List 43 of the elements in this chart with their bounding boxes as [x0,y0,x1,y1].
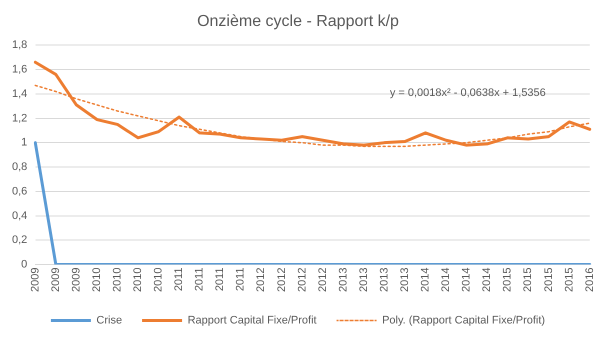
y-tick-label: 1 [21,136,28,149]
y-tick-label: 0 [21,258,28,271]
x-tick-label: 2013 [337,268,350,292]
x-tick-label: 2012 [296,268,308,292]
x-tick-label: 2012 [276,268,288,292]
annotation: y = 0,0018x² - 0,0638x + 1,5356 [390,87,546,100]
x-tick-label: 2014 [460,268,473,292]
x-tick-label: 2013 [358,268,370,292]
y-tick-label: 0,8 [12,161,28,174]
x-tick-label: 2011 [194,268,206,292]
legend-label: Crise [96,314,122,327]
y-tick-label: 1,4 [12,88,28,100]
x-tick-label: 2013 [378,268,390,292]
x-tick-label: 2010 [152,268,165,292]
y-tick-label: 0,6 [12,185,28,198]
legend-label: Rapport Capital Fixe/Profit [188,314,317,327]
x-tick-label: 2010 [90,268,103,292]
x-tick-label: 2009 [50,268,62,292]
x-tick-label: 2012 [255,268,268,292]
x-tick-label: 2010 [132,268,144,292]
x-tick-label: 2010 [111,268,124,292]
y-tick-label: 1,8 [12,39,28,52]
x-tick-label: 2016 [584,268,596,292]
y-tick-label: 0,4 [12,210,28,222]
x-tick-label: 2009 [70,268,82,292]
x-tick-label: 2015 [563,268,576,292]
x-tick-label: 2014 [420,268,432,292]
x-tick-label: 2011 [173,268,186,292]
x-tick-label: 2015 [502,268,514,292]
x-tick-label: 2009 [29,268,42,292]
x-tick-label: 2013 [398,268,411,292]
x-tick-label: 2014 [440,268,452,292]
x-tick-label: 2011 [214,268,226,292]
chart-title: Onzième cycle - Rapport k/p [197,13,400,30]
y-tick-label: 1,6 [12,64,28,76]
x-tick-label: 2014 [481,268,494,292]
y-tick-label: 1,2 [12,112,28,124]
x-tick-label: 2011 [234,268,247,292]
x-tick-label: 2012 [316,268,329,292]
legend-label: Poly. (Rapport Capital Fixe/Profit) [382,314,546,327]
x-tick-label: 2015 [522,268,534,292]
y-tick-label: 0,2 [12,234,28,246]
x-tick-label: 2015 [542,268,555,292]
